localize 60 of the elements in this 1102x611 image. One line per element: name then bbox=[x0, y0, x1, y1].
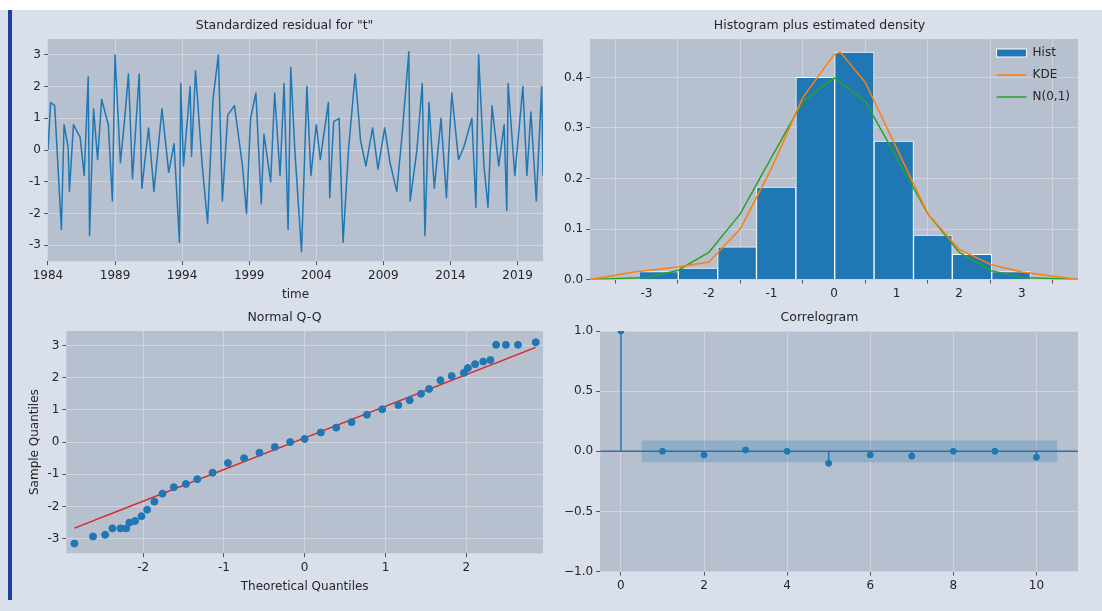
y-tick-label: -3 bbox=[29, 237, 41, 252]
y-tick-label: 0.5 bbox=[574, 383, 594, 398]
legend-label: Hist bbox=[1032, 45, 1057, 60]
x-tick-label: 1989 bbox=[99, 267, 131, 282]
x-tick-label: -3 bbox=[640, 285, 653, 300]
x-tick-label: 0 bbox=[300, 559, 309, 574]
x-tick-label: 8 bbox=[949, 577, 958, 592]
y-tick-label: 3 bbox=[51, 337, 60, 352]
x-tick-label: 1 bbox=[892, 285, 901, 300]
y-tick-label: 2 bbox=[33, 78, 41, 93]
y-tick-label: -2 bbox=[29, 205, 41, 220]
x-tick-label: 6 bbox=[866, 577, 875, 592]
y-tick-label: 1.0 bbox=[574, 323, 594, 338]
x-tick-label: -2 bbox=[702, 285, 715, 300]
x-tick-label: -1 bbox=[765, 285, 778, 300]
y-tick-label: -1 bbox=[29, 173, 41, 188]
y-tick-label: 2 bbox=[51, 369, 60, 384]
x-tick-label: 2 bbox=[462, 559, 471, 574]
y-tick-label: 1 bbox=[51, 402, 60, 417]
y-tick-label: 0.3 bbox=[563, 120, 584, 135]
legend-label: N(0,1) bbox=[1032, 89, 1071, 104]
y-tick-label: −1.0 bbox=[564, 563, 594, 578]
x-tick-label: 3 bbox=[1017, 285, 1026, 300]
chart-title: Correlogram bbox=[780, 308, 859, 324]
x-tick-label: 2 bbox=[700, 577, 708, 592]
y-tick-label: 0.4 bbox=[563, 69, 584, 84]
y-tick-label: -3 bbox=[47, 530, 60, 545]
y-tick-label: 0.0 bbox=[574, 443, 594, 458]
y-tick-label: 3 bbox=[33, 47, 41, 61]
legend-label: KDE bbox=[1032, 67, 1058, 82]
x-tick-label: -1 bbox=[217, 559, 230, 574]
x-tick-label: 1994 bbox=[166, 267, 198, 282]
y-tick-label: -1 bbox=[47, 466, 60, 481]
x-tick-label: 2 bbox=[955, 285, 963, 300]
x-tick-label: 2019 bbox=[502, 267, 533, 282]
chart-title: Standardized residual for "t" bbox=[195, 16, 374, 32]
y-tick-label: 0.2 bbox=[563, 170, 584, 185]
x-axis-title: time bbox=[281, 286, 310, 301]
x-axis-title: Theoretical Quantiles bbox=[239, 578, 369, 593]
x-tick-label: 1999 bbox=[233, 267, 265, 282]
chart-title: Normal Q-Q bbox=[247, 308, 322, 324]
x-tick-label: 0 bbox=[617, 577, 625, 592]
y-axis-title: Sample Quantiles bbox=[27, 389, 42, 496]
y-tick-label: 0.1 bbox=[563, 221, 584, 236]
y-tick-label: -2 bbox=[47, 498, 60, 513]
y-tick-label: −0.5 bbox=[564, 503, 594, 518]
x-tick-label: 2009 bbox=[368, 267, 399, 282]
y-tick-label: 0 bbox=[51, 434, 60, 449]
y-tick-label: 0.0 bbox=[563, 271, 584, 286]
y-tick-label: 1 bbox=[33, 110, 41, 125]
x-tick-label: 1 bbox=[381, 559, 390, 574]
x-tick-label: 10 bbox=[1028, 577, 1045, 592]
x-tick-label: 2014 bbox=[435, 267, 466, 282]
x-tick-label: 4 bbox=[783, 577, 791, 592]
x-tick-label: -2 bbox=[137, 559, 150, 574]
x-tick-label: 0 bbox=[830, 285, 838, 300]
chart-title: Histogram plus estimated density bbox=[713, 16, 926, 32]
x-tick-label: 1984 bbox=[32, 267, 64, 282]
y-tick-label: 0 bbox=[33, 142, 41, 157]
x-tick-label: 2004 bbox=[301, 267, 332, 282]
